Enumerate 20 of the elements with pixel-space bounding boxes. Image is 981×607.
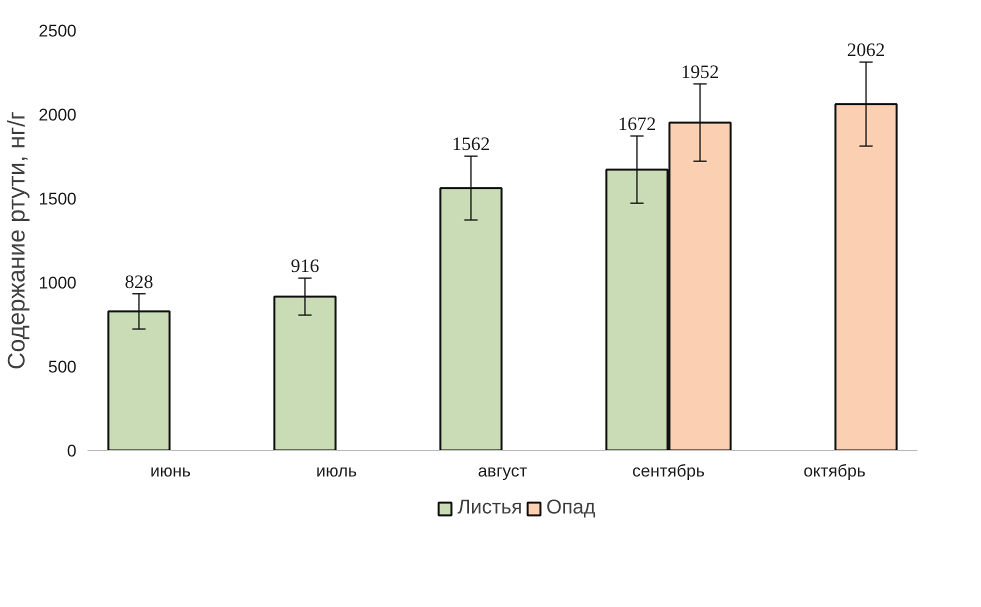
data-label: 1562 bbox=[452, 134, 490, 156]
data-label: 1672 bbox=[618, 114, 656, 136]
y-tick-label: 500 bbox=[48, 358, 77, 376]
data-label: 828 bbox=[124, 272, 154, 293]
x-tick-label: сентябрь bbox=[632, 462, 705, 480]
y-tick-label: 2000 bbox=[38, 106, 77, 124]
x-tick-label: октябрь bbox=[803, 462, 866, 480]
data-label: 1952 bbox=[681, 62, 720, 83]
y-tick-label: 1500 bbox=[38, 190, 77, 208]
y-axis-title: Содержание ртути, нг/г bbox=[4, 111, 31, 370]
x-tick-label: август bbox=[478, 462, 528, 480]
data-label: 916 bbox=[290, 256, 320, 278]
legend-label: Листья bbox=[458, 496, 522, 520]
data-label: 2062 bbox=[847, 40, 886, 62]
y-tick-label: 1000 bbox=[38, 274, 77, 292]
legend-label: Опад bbox=[546, 496, 596, 520]
y-tick-label: 2500 bbox=[38, 22, 77, 40]
x-tick-label: июль bbox=[316, 462, 357, 480]
x-tick-label: июнь bbox=[150, 462, 191, 480]
y-tick-label: 0 bbox=[67, 442, 77, 460]
